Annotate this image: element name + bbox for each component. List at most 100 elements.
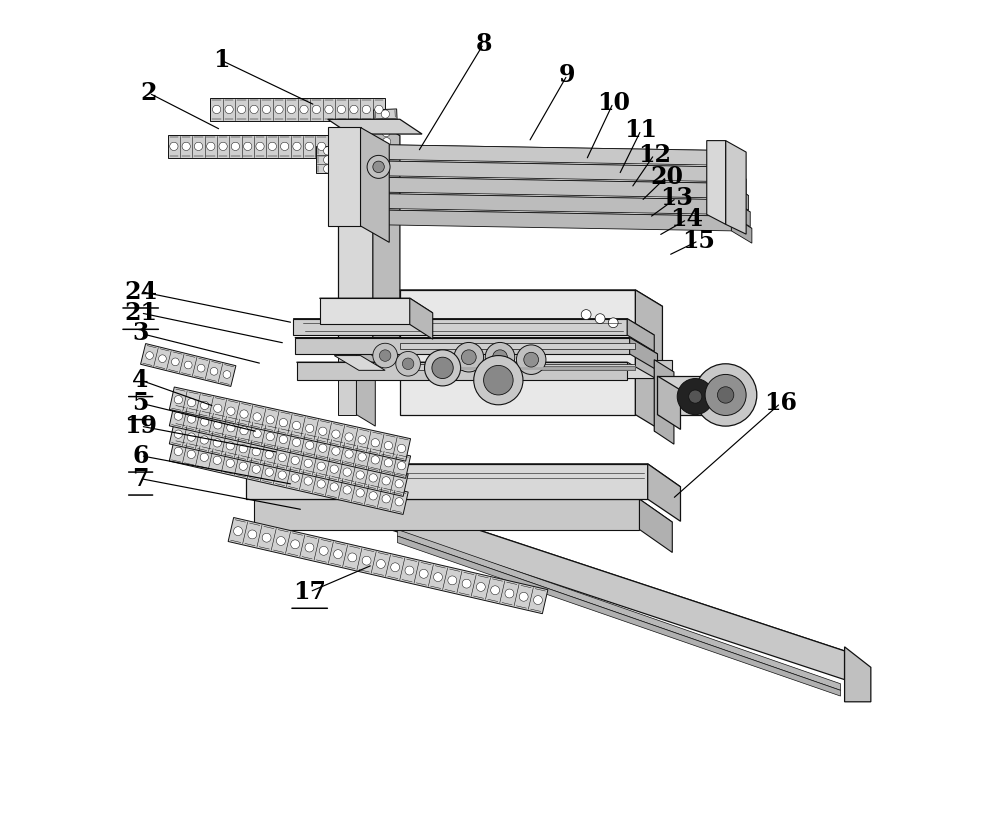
Circle shape <box>174 447 182 455</box>
Circle shape <box>375 105 383 113</box>
Circle shape <box>244 142 252 150</box>
Text: 17: 17 <box>293 580 326 604</box>
Circle shape <box>306 441 314 449</box>
Polygon shape <box>648 464 680 521</box>
Circle shape <box>266 415 274 424</box>
Circle shape <box>454 343 484 372</box>
Circle shape <box>207 142 215 150</box>
Circle shape <box>382 119 390 127</box>
Circle shape <box>262 105 271 113</box>
Circle shape <box>382 477 390 485</box>
Circle shape <box>373 161 384 173</box>
Circle shape <box>201 401 209 410</box>
Circle shape <box>200 453 208 462</box>
Polygon shape <box>295 338 630 354</box>
Circle shape <box>306 425 314 433</box>
Polygon shape <box>169 439 408 515</box>
Circle shape <box>278 453 286 462</box>
Circle shape <box>174 396 183 404</box>
Circle shape <box>334 549 342 558</box>
Circle shape <box>248 530 257 539</box>
Circle shape <box>358 436 366 444</box>
Circle shape <box>345 433 353 441</box>
Circle shape <box>343 468 351 477</box>
Circle shape <box>516 345 546 374</box>
Polygon shape <box>348 193 730 215</box>
Polygon shape <box>639 499 672 553</box>
Text: 3: 3 <box>132 321 149 345</box>
Circle shape <box>405 566 414 575</box>
Circle shape <box>505 589 514 598</box>
Text: 19: 19 <box>124 414 157 438</box>
Polygon shape <box>635 290 662 431</box>
Circle shape <box>332 447 340 455</box>
Circle shape <box>419 569 428 578</box>
Polygon shape <box>340 160 746 179</box>
Circle shape <box>287 105 296 113</box>
Polygon shape <box>328 127 361 226</box>
Text: 1: 1 <box>213 48 229 72</box>
Circle shape <box>279 419 288 427</box>
Text: 5: 5 <box>132 392 149 415</box>
Circle shape <box>381 110 389 118</box>
Circle shape <box>367 155 390 178</box>
Polygon shape <box>254 499 639 529</box>
Circle shape <box>219 142 227 150</box>
Circle shape <box>395 497 403 506</box>
Polygon shape <box>385 499 845 680</box>
Circle shape <box>253 413 261 421</box>
Text: 12: 12 <box>638 143 671 167</box>
Circle shape <box>317 480 325 488</box>
Polygon shape <box>356 346 375 426</box>
Circle shape <box>240 426 248 434</box>
Text: 14: 14 <box>671 207 704 231</box>
Circle shape <box>256 142 264 150</box>
Text: 24: 24 <box>124 279 157 304</box>
Circle shape <box>312 105 321 113</box>
Polygon shape <box>320 298 433 313</box>
Circle shape <box>319 427 327 435</box>
Polygon shape <box>246 464 648 499</box>
Polygon shape <box>723 150 744 178</box>
Polygon shape <box>400 344 635 349</box>
Polygon shape <box>293 319 627 335</box>
Circle shape <box>425 350 461 386</box>
Polygon shape <box>400 290 635 415</box>
Circle shape <box>493 350 507 364</box>
Polygon shape <box>246 464 680 487</box>
Circle shape <box>266 432 274 440</box>
Circle shape <box>317 142 326 150</box>
Polygon shape <box>410 298 433 339</box>
Circle shape <box>291 456 299 464</box>
Polygon shape <box>338 346 356 415</box>
Circle shape <box>170 142 178 150</box>
Circle shape <box>239 462 247 470</box>
Circle shape <box>214 420 222 429</box>
Polygon shape <box>352 210 731 230</box>
Circle shape <box>305 142 313 150</box>
Text: 6: 6 <box>132 444 149 468</box>
Circle shape <box>187 433 195 441</box>
Circle shape <box>330 483 338 491</box>
Circle shape <box>252 448 260 456</box>
Circle shape <box>694 363 757 426</box>
Circle shape <box>717 387 734 403</box>
Polygon shape <box>627 319 654 352</box>
Circle shape <box>376 559 385 568</box>
Circle shape <box>608 318 618 328</box>
Circle shape <box>305 544 314 552</box>
Polygon shape <box>168 135 328 158</box>
Circle shape <box>343 486 351 494</box>
Circle shape <box>491 586 500 595</box>
Circle shape <box>595 314 605 324</box>
Circle shape <box>382 495 390 503</box>
Polygon shape <box>397 536 840 696</box>
Circle shape <box>358 453 366 461</box>
Circle shape <box>292 421 301 430</box>
Polygon shape <box>726 140 746 234</box>
Polygon shape <box>400 363 635 370</box>
Polygon shape <box>169 403 411 478</box>
Circle shape <box>292 439 301 447</box>
Polygon shape <box>340 160 726 182</box>
Circle shape <box>379 350 391 361</box>
